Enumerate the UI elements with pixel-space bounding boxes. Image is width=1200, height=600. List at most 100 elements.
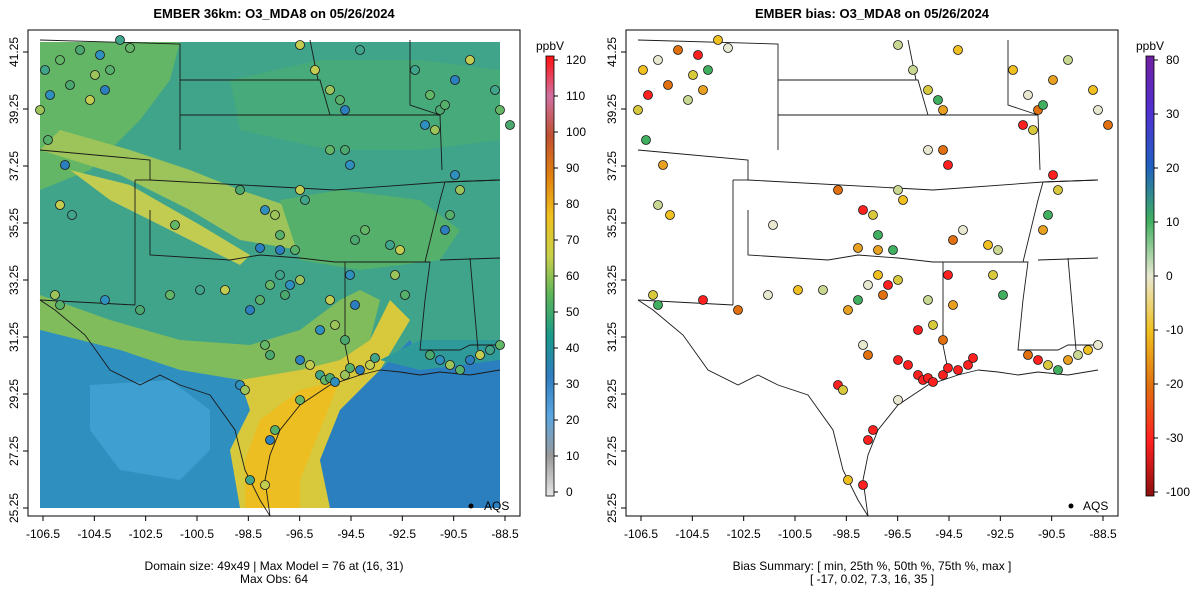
aqs-bias-marker bbox=[943, 160, 953, 170]
aqs-site-marker bbox=[450, 75, 460, 85]
aqs-site-marker bbox=[240, 385, 250, 395]
aqs-site-marker bbox=[495, 340, 505, 350]
aqs-bias-marker bbox=[1053, 185, 1063, 195]
aqs-site-marker bbox=[115, 35, 125, 45]
aqs-bias-marker bbox=[998, 290, 1008, 300]
aqs-bias-marker bbox=[1073, 350, 1083, 360]
right-bias-markers bbox=[633, 35, 1113, 490]
aqs-site-marker bbox=[100, 85, 110, 95]
aqs-bias-marker bbox=[633, 105, 643, 115]
aqs-bias-marker bbox=[938, 145, 948, 155]
aqs-site-marker bbox=[345, 160, 355, 170]
aqs-bias-marker bbox=[878, 290, 888, 300]
aqs-bias-marker bbox=[893, 185, 903, 195]
colorbar-tick-label: 30 bbox=[566, 377, 580, 391]
aqs-site-marker bbox=[275, 230, 285, 240]
aqs-bias-marker bbox=[643, 90, 653, 100]
aqs-site-marker bbox=[245, 475, 255, 485]
aqs-bias-marker bbox=[928, 320, 938, 330]
y-tick-label: 25.25 bbox=[7, 493, 21, 523]
aqs-site-marker bbox=[340, 370, 350, 380]
x-tick-label: -106.5 bbox=[624, 527, 658, 541]
colorbar-tick-label: -10 bbox=[1166, 323, 1184, 337]
aqs-bias-marker bbox=[913, 325, 923, 335]
aqs-site-marker bbox=[435, 355, 445, 365]
colorbar-tick-label: 0 bbox=[566, 485, 573, 499]
aqs-bias-marker bbox=[1028, 125, 1038, 135]
aqs-bias-marker bbox=[693, 50, 703, 60]
aqs-bias-marker bbox=[648, 290, 658, 300]
aqs-bias-marker bbox=[863, 350, 873, 360]
aqs-site-marker bbox=[505, 120, 515, 130]
y-tick-label: 41.25 bbox=[605, 37, 619, 67]
left-legend: AQS bbox=[468, 499, 509, 513]
aqs-site-marker bbox=[260, 480, 270, 490]
aqs-site-marker bbox=[260, 205, 270, 215]
aqs-bias-marker bbox=[903, 360, 913, 370]
aqs-site-marker bbox=[400, 290, 410, 300]
aqs-bias-marker bbox=[1053, 365, 1063, 375]
colorbar-tick-label: 80 bbox=[1166, 53, 1180, 67]
aqs-bias-marker bbox=[793, 285, 803, 295]
aqs-site-marker bbox=[235, 185, 245, 195]
aqs-bias-marker bbox=[923, 295, 933, 305]
left-legend-label: AQS bbox=[484, 499, 509, 513]
aqs-site-marker bbox=[260, 340, 270, 350]
right-state-boundaries bbox=[637, 39, 1099, 516]
aqs-bias-marker bbox=[873, 230, 883, 240]
x-tick-label: -102.5 bbox=[129, 527, 163, 541]
aqs-site-marker bbox=[495, 105, 505, 115]
aqs-site-marker bbox=[410, 65, 420, 75]
aqs-bias-marker bbox=[763, 290, 773, 300]
aqs-site-marker bbox=[295, 185, 305, 195]
aqs-site-marker bbox=[350, 300, 360, 310]
x-tick-label: -100.5 bbox=[778, 527, 812, 541]
aqs-bias-marker bbox=[683, 95, 693, 105]
aqs-site-marker bbox=[420, 120, 430, 130]
aqs-bias-marker bbox=[665, 210, 675, 220]
aqs-bias-marker bbox=[1038, 225, 1048, 235]
aqs-bias-marker bbox=[663, 80, 673, 90]
aqs-site-marker bbox=[40, 65, 50, 75]
aqs-bias-marker bbox=[1103, 120, 1113, 130]
aqs-site-marker bbox=[485, 345, 495, 355]
aqs-bias-marker bbox=[818, 285, 828, 295]
aqs-bias-marker bbox=[858, 205, 868, 215]
aqs-bias-marker bbox=[838, 385, 848, 395]
colorbar-tick-label: 80 bbox=[566, 197, 580, 211]
colorbar-tick-label: 110 bbox=[566, 89, 585, 103]
aqs-site-marker bbox=[55, 300, 65, 310]
aqs-site-marker bbox=[245, 305, 255, 315]
y-tick-label: 41.25 bbox=[7, 37, 21, 67]
aqs-site-marker bbox=[440, 100, 450, 110]
aqs-site-marker bbox=[67, 210, 77, 220]
aqs-bias-marker bbox=[641, 135, 651, 145]
aqs-bias-marker bbox=[888, 245, 898, 255]
left-footer-line1: Domain size: 49x49 | Max Model = 76 at (… bbox=[145, 559, 404, 573]
aqs-site-marker bbox=[360, 225, 370, 235]
colorbar-tick-label: -100 bbox=[1166, 485, 1190, 499]
left-title: EMBER 36km: O3_MDA8 on 05/26/2024 bbox=[153, 6, 395, 21]
x-tick-label: -90.5 bbox=[440, 527, 468, 541]
aqs-site-marker bbox=[90, 70, 100, 80]
y-tick-label: 37.25 bbox=[605, 151, 619, 181]
aqs-bias-marker bbox=[858, 480, 868, 490]
aqs-bias-marker bbox=[938, 370, 948, 380]
aqs-bias-marker bbox=[1093, 340, 1103, 350]
aqs-site-marker bbox=[270, 425, 280, 435]
aqs-bias-marker bbox=[893, 275, 903, 285]
aqs-bias-marker bbox=[923, 85, 933, 95]
aqs-site-marker bbox=[275, 245, 285, 255]
aqs-site-marker bbox=[35, 105, 45, 115]
aqs-bias-marker bbox=[868, 210, 878, 220]
aqs-site-marker bbox=[95, 50, 105, 60]
aqs-bias-marker bbox=[1088, 85, 1098, 95]
aqs-site-marker bbox=[265, 435, 275, 445]
x-tick-label: -106.5 bbox=[26, 527, 60, 541]
right-colorbar: ppbV 80 30 20 10 0 -10 -20 -30 -100 bbox=[1136, 39, 1190, 499]
aqs-bias-marker bbox=[698, 85, 708, 95]
y-tick-label: 27.25 bbox=[7, 436, 21, 466]
colorbar-tick-label: 0 bbox=[1166, 269, 1173, 283]
x-tick-label: -88.5 bbox=[491, 527, 519, 541]
